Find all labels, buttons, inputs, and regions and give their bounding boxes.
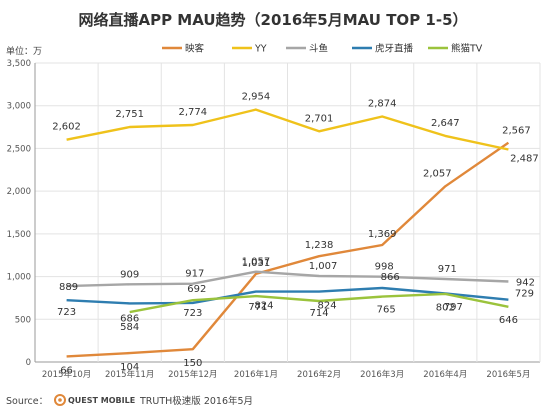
data-label: 723 <box>57 307 76 318</box>
unit-label: 单位：万 <box>6 45 42 57</box>
data-label: 2,487 <box>510 154 539 165</box>
data-label: 646 <box>499 315 518 326</box>
x-tick-label: 2016年5月 <box>486 369 530 380</box>
data-label: 942 <box>516 278 535 289</box>
data-label: 2,774 <box>178 107 207 118</box>
data-label: 714 <box>310 308 329 319</box>
y-axis: 0 500 1,000 1,500 2,000 2,500 3,000 3,500 <box>7 59 36 368</box>
data-label: 909 <box>120 269 139 280</box>
series-line-2 <box>66 270 509 288</box>
legend-item-label: 熊猫TV <box>451 43 483 55</box>
y-tick-label: 0 <box>26 358 31 368</box>
quest-mobile-logo-icon <box>54 394 66 406</box>
data-label: 2,647 <box>431 118 460 129</box>
series-line-1 <box>66 108 509 151</box>
x-tick-label: 2016年1月 <box>234 369 278 380</box>
data-label: 66 <box>60 365 73 376</box>
data-label: 104 <box>120 362 139 373</box>
x-tick-label: 2016年3月 <box>360 369 404 380</box>
data-label: 802 <box>436 302 455 313</box>
x-tick-label: 2016年2月 <box>297 369 341 380</box>
data-label: 1,238 <box>305 240 334 251</box>
y-tick-label: 1,000 <box>7 273 31 283</box>
data-label: 765 <box>377 305 396 316</box>
data-label: 824 <box>318 301 337 312</box>
data-label: 824 <box>254 301 273 312</box>
y-tick-label: 2,000 <box>7 187 31 197</box>
y-tick-label: 3,500 <box>7 59 31 69</box>
footer-brand: QUEST MOBILE <box>68 396 135 405</box>
footer-note: TRUTH极速版 2016年5月 <box>139 395 253 407</box>
y-tick-label: 500 <box>15 315 31 325</box>
x-tick-label: 2015年12月 <box>168 369 217 380</box>
gridlines <box>34 62 541 363</box>
legend-item-label: 斗鱼 <box>309 43 328 55</box>
data-label: 729 <box>515 289 534 300</box>
data-label: 2,751 <box>115 109 144 120</box>
data-label: 692 <box>187 284 206 295</box>
legend-item-label: 映客 <box>185 43 205 55</box>
legend-item-label: YY <box>254 44 267 55</box>
x-tick-label: 2015年10月 <box>42 369 91 380</box>
data-labels: 66 104 150 1,031 1,238 1,369 2,057 2,567 2,602 2,… <box>52 92 539 377</box>
data-label: 1,007 <box>309 261 338 272</box>
series-line-0 <box>66 141 510 358</box>
data-label: 2,567 <box>502 126 531 137</box>
y-tick-label: 3,000 <box>7 102 31 112</box>
data-label: 917 <box>185 269 204 280</box>
data-label: 1,057 <box>242 257 271 268</box>
data-label: 2,954 <box>242 92 271 103</box>
x-axis: 2015年10月 2015年11月 2015年12月 2016年1月 2016年2月 20… <box>42 369 531 380</box>
data-label: 866 <box>381 272 400 283</box>
data-label: 1,031 <box>242 258 271 269</box>
data-label: 797 <box>444 302 463 313</box>
data-label: 150 <box>183 358 202 369</box>
legend-item-label: 虎牙直播 <box>375 43 414 55</box>
series-line-4 <box>129 292 509 314</box>
x-tick-label: 2016年4月 <box>423 369 467 380</box>
data-label: 971 <box>438 264 457 275</box>
chart-title: 网络直播APP MAU趋势（2016年5月MAU TOP 1-5） <box>78 11 467 29</box>
data-label: 771 <box>248 302 267 313</box>
data-label: 723 <box>183 308 202 319</box>
data-label: 2,874 <box>368 98 397 109</box>
data-label: 2,701 <box>305 113 334 124</box>
data-label: 1,369 <box>368 229 397 240</box>
footer: Source： QUEST MOBILE TRUTH极速版 2016年5月 <box>6 394 253 407</box>
data-label: 686 <box>120 313 139 324</box>
data-label: 584 <box>120 322 139 333</box>
data-label: 2,602 <box>52 122 81 133</box>
y-tick-label: 1,500 <box>7 230 31 240</box>
x-tick-label: 2015年11月 <box>105 369 154 380</box>
series-group <box>66 108 510 358</box>
data-label: 2,057 <box>423 168 452 179</box>
y-tick-label: 2,500 <box>7 144 31 154</box>
data-label: 998 <box>375 262 394 273</box>
legend: 映客 YY 斗鱼 虎牙直播 熊猫TV <box>162 43 483 55</box>
data-label: 889 <box>59 282 78 293</box>
footer-source-label: Source： <box>6 396 48 407</box>
series-line-3 <box>66 286 509 305</box>
